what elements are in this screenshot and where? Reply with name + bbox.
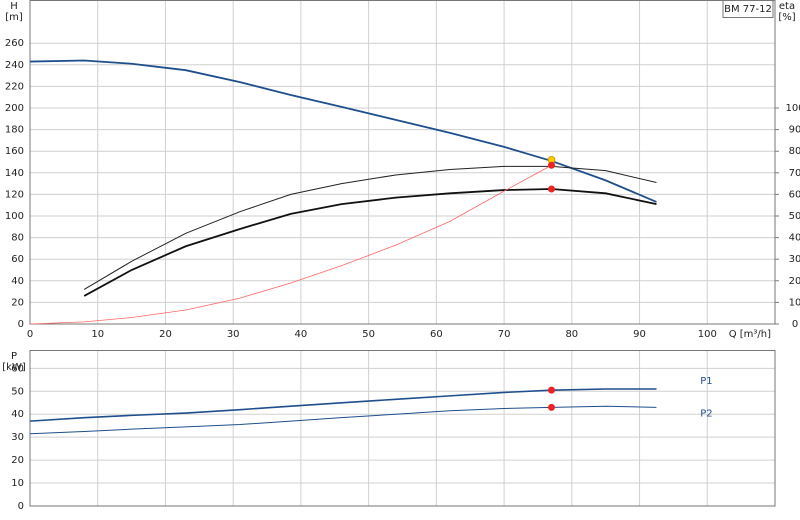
y-tick-label: 140 (5, 168, 24, 179)
y-tick-label: 60 (11, 363, 24, 374)
plot-frame (29, 0, 776, 325)
grid (29, 0, 775, 325)
duty-point (548, 161, 555, 169)
y-axis-unit: [kW] (2, 362, 26, 373)
y-tick-label: 50 (11, 386, 24, 397)
y2-tick-label: 50 (789, 211, 800, 222)
y-tick-label: 10 (11, 478, 24, 489)
y2-tick-label: 0 (792, 319, 798, 330)
plot-frame (29, 350, 776, 507)
x-tick-label: 80 (565, 329, 578, 340)
y-tick-label: 20 (11, 297, 24, 308)
duty-point (548, 185, 555, 193)
y-tick-label: 220 (5, 81, 24, 92)
y2-axis-unit: [%] (778, 12, 795, 23)
y-tick-label: 0 (18, 501, 24, 512)
y2-tick-label: 80 (789, 146, 800, 157)
y2-tick-label: 90 (789, 125, 800, 136)
curve (29, 59, 657, 203)
y-tick-label: 40 (11, 276, 24, 287)
y-tick-label: 200 (5, 103, 24, 114)
y-tick-label: 240 (5, 60, 24, 71)
curve-label: P2 (700, 408, 712, 419)
x-tick-label: 60 (430, 329, 443, 340)
duty-point (548, 403, 555, 411)
y-tick-label: 100 (5, 211, 24, 222)
y2-tick-label: 20 (789, 276, 800, 287)
y2-tick-label: 70 (789, 168, 800, 179)
x-tick-label: 70 (498, 329, 511, 340)
title-box (722, 0, 774, 18)
y-tick-label: 120 (5, 189, 24, 200)
y2-tick-label: 100 (785, 103, 800, 114)
x-tick-label: 30 (227, 329, 240, 340)
curve (29, 405, 657, 435)
x-tick-label: 50 (362, 329, 375, 340)
y-tick-label: 180 (5, 125, 24, 136)
x-tick-label: 90 (633, 329, 646, 340)
y-tick-label: 0 (18, 319, 24, 330)
x-tick-label: 0 (27, 329, 33, 340)
x-tick-label: 40 (295, 329, 308, 340)
y-tick-label: 260 (5, 38, 24, 49)
x-tick-label: 20 (159, 329, 172, 340)
curve (29, 164, 552, 325)
curve-label: P1 (700, 376, 712, 387)
y-axis-label: H (10, 1, 18, 12)
y-tick-label: 80 (11, 233, 24, 244)
duty-point (548, 386, 555, 394)
y2-tick-label: 10 (789, 297, 800, 308)
curve (29, 388, 657, 422)
y-tick-label: 30 (11, 432, 24, 443)
y2-tick-label: 30 (789, 254, 800, 265)
y-axis-label: P (11, 351, 17, 362)
x-tick-label: 10 (91, 329, 104, 340)
y-tick-label: 20 (11, 455, 24, 466)
curve (83, 188, 657, 297)
y2-tick-label: 60 (789, 189, 800, 200)
grid (29, 350, 775, 507)
x-axis-label: Q [m³/h] (729, 329, 771, 340)
y-axis-unit: [m] (5, 12, 23, 23)
y2-tick-label: 40 (789, 233, 800, 244)
y-tick-label: 160 (5, 146, 24, 157)
y-tick-label: 40 (11, 409, 24, 420)
curve (83, 165, 657, 290)
y-tick-label: 60 (11, 254, 24, 265)
chart-title: BM 77-12 (724, 4, 772, 15)
y2-axis-label: eta (779, 1, 795, 12)
x-tick-label: 100 (698, 329, 717, 340)
